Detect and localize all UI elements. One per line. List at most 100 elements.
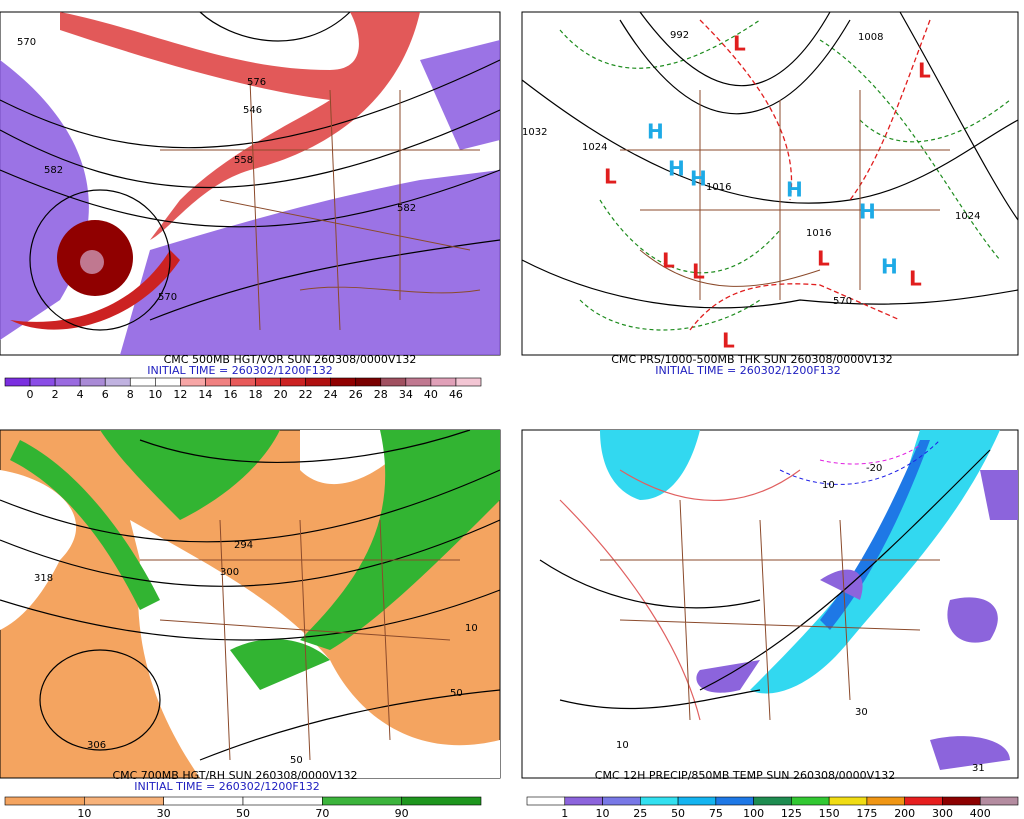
high-symbol: H xyxy=(786,178,803,202)
colorbar-swatch xyxy=(205,377,231,387)
low-symbol: L xyxy=(733,32,746,56)
high-symbol: H xyxy=(668,157,685,181)
colorbar-swatch xyxy=(942,796,981,806)
contour-label: 294 xyxy=(234,540,253,551)
colorbar-swatch xyxy=(455,377,482,387)
colorbar-swatch xyxy=(4,796,85,806)
colorbar-label: 10 xyxy=(596,807,610,819)
colorbar-label: 2 xyxy=(52,388,59,401)
contour-label: 1024 xyxy=(582,142,607,153)
low-symbol: L xyxy=(909,267,922,291)
map-pressure: 1032 1024 1016 1008 992 1024 570 1016 L … xyxy=(521,11,1019,377)
colorbar-label: 50 xyxy=(236,807,250,819)
colorbar-swatch xyxy=(715,796,754,806)
contour-label: 306 xyxy=(87,740,106,751)
colorbar-label: 24 xyxy=(324,388,338,401)
contour-label: 1008 xyxy=(858,32,883,43)
map-500mb: 570 576 546 558 582 582 570 CMC 500MB HG… xyxy=(0,11,501,377)
contour-label: 582 xyxy=(397,203,416,214)
caption: CMC PRS/1000-500MB THK SUN 260308/0000V1… xyxy=(611,353,892,366)
colorbar-label: 50 xyxy=(671,807,685,819)
colorbar-label: 25 xyxy=(633,807,647,819)
contour-label: 546 xyxy=(243,105,262,116)
colorbar-label: 300 xyxy=(932,807,953,819)
contour-label: 1024 xyxy=(955,211,980,222)
high-symbol: H xyxy=(690,167,707,191)
colorbar-swatch xyxy=(242,796,323,806)
colorbar-label: 200 xyxy=(894,807,915,819)
colorbar-swatch xyxy=(430,377,457,387)
colorbar-label: 100 xyxy=(743,807,764,819)
colorbar-label: 18 xyxy=(249,388,263,401)
colorbar-label: 150 xyxy=(819,807,840,819)
map-700mb: 318 306 300 294 10 50 50 CMC 700MB HGT/R… xyxy=(0,429,501,793)
colorbar-label: 70 xyxy=(315,807,329,819)
colorbar-swatch xyxy=(526,796,566,806)
colorbar-label: 75 xyxy=(709,807,723,819)
contour-label: 10 xyxy=(822,480,835,491)
contour-label: 300 xyxy=(220,567,239,578)
colorbar-swatch xyxy=(29,377,56,387)
contour-label: 318 xyxy=(34,573,53,584)
high-symbol: H xyxy=(859,200,876,224)
initial-time: INITIAL TIME = 260302/1200F132 xyxy=(655,364,840,377)
colorbar-swatch xyxy=(866,796,905,806)
colorbar-swatch xyxy=(401,796,482,806)
colorbar-swatch xyxy=(79,377,106,387)
low-symbol: L xyxy=(722,329,735,353)
colorbar-swatch xyxy=(753,796,792,806)
colorbar-swatch xyxy=(677,796,717,806)
colorbar-label: 16 xyxy=(223,388,237,401)
contour-label: 30 xyxy=(855,707,868,718)
low-symbol: L xyxy=(918,59,931,83)
colorbar-swatch xyxy=(280,377,306,387)
contour-label: 558 xyxy=(234,155,253,166)
high-symbol: H xyxy=(881,255,898,279)
colorbar-label: 0 xyxy=(27,388,34,401)
colorbar-label: 22 xyxy=(299,388,313,401)
contour-label: 570 xyxy=(833,296,852,307)
colorbar-swatch xyxy=(180,377,206,387)
colorbar-label: 20 xyxy=(274,388,288,401)
colorbar-label: 4 xyxy=(77,388,84,401)
initial-time: INITIAL TIME = 260302/1200F132 xyxy=(134,780,319,793)
colorbar-label: 34 xyxy=(399,388,413,401)
contour-label: 582 xyxy=(44,165,63,176)
colorbar-swatch xyxy=(904,796,943,806)
low-symbol: L xyxy=(817,247,830,271)
colorbar-swatch xyxy=(4,377,31,387)
colorbar-swatch xyxy=(230,377,256,387)
contour-label: 50 xyxy=(290,755,303,766)
colorbar-label: 30 xyxy=(157,807,171,819)
colorbar-label: 14 xyxy=(198,388,212,401)
colorbar-swatch xyxy=(564,796,603,806)
colorbar-label: 6 xyxy=(102,388,109,401)
low-symbol: L xyxy=(662,249,675,273)
colorbar-label: 26 xyxy=(349,388,363,401)
colorbar-label: 1 xyxy=(561,807,568,819)
contour-label: 50 xyxy=(450,688,463,699)
colorbar-label: 10 xyxy=(148,388,162,401)
contour-label: 576 xyxy=(247,77,266,88)
map-precip: -20 10 30 10 31 CMC 12H PRECIP/850MB TEM… xyxy=(521,429,1019,782)
colorbar-swatch xyxy=(54,377,81,387)
low-symbol: L xyxy=(604,165,617,189)
colorbar-label: 8 xyxy=(127,388,134,401)
colorbar-swatch xyxy=(322,796,402,806)
colorbar-swatch xyxy=(640,796,679,806)
colorbar-swatch xyxy=(84,796,164,806)
colorbar-swatch xyxy=(104,377,131,387)
colorbar-swatch xyxy=(163,796,244,806)
contour-label: -20 xyxy=(866,463,882,474)
contour-label: 992 xyxy=(670,30,689,41)
colorbar-swatch xyxy=(255,377,281,387)
colorbar-label: 28 xyxy=(374,388,388,401)
contour-label: 31 xyxy=(972,763,985,774)
contour-label: 570 xyxy=(158,292,177,303)
colorbar-swatch xyxy=(828,796,868,806)
colorbar-label: 40 xyxy=(424,388,438,401)
contour-label: 1016 xyxy=(706,182,731,193)
colorbar-swatch xyxy=(791,796,830,806)
colorbar-swatch xyxy=(355,377,382,387)
